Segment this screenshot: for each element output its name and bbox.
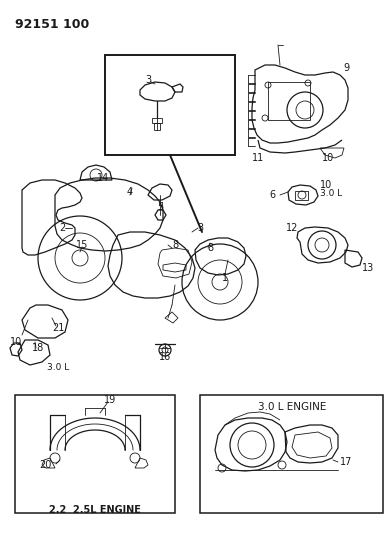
Text: 10: 10 xyxy=(10,337,22,347)
Text: 10: 10 xyxy=(320,180,332,190)
Text: 13: 13 xyxy=(362,263,374,273)
Text: 9: 9 xyxy=(343,63,349,73)
Text: 8: 8 xyxy=(172,240,178,250)
Text: 10: 10 xyxy=(322,153,334,163)
Text: 3: 3 xyxy=(197,223,203,233)
Text: 3.0 L: 3.0 L xyxy=(320,190,342,198)
Text: 3: 3 xyxy=(145,75,151,85)
Text: 5: 5 xyxy=(157,202,163,212)
Bar xyxy=(200,395,383,513)
Text: 16: 16 xyxy=(159,352,171,362)
Text: 8: 8 xyxy=(207,243,213,253)
Text: 3.0 L ENGINE: 3.0 L ENGINE xyxy=(258,402,326,412)
Text: 17: 17 xyxy=(340,457,352,467)
Text: 18: 18 xyxy=(32,343,44,353)
Text: 14: 14 xyxy=(97,173,109,183)
Text: 6: 6 xyxy=(269,190,275,200)
Bar xyxy=(15,395,175,513)
Text: 2.2  2.5L ENGINE: 2.2 2.5L ENGINE xyxy=(49,505,141,515)
Text: 4: 4 xyxy=(127,187,133,197)
Text: 21: 21 xyxy=(52,323,64,333)
Text: 1: 1 xyxy=(222,273,228,283)
Text: 12: 12 xyxy=(286,223,298,233)
Text: 11: 11 xyxy=(252,153,264,163)
Text: 3.0 L: 3.0 L xyxy=(47,364,69,373)
Text: 92151 100: 92151 100 xyxy=(15,18,89,31)
Text: 15: 15 xyxy=(76,240,88,250)
Text: 2: 2 xyxy=(59,223,65,233)
Bar xyxy=(105,55,235,155)
Text: 20: 20 xyxy=(40,460,52,470)
Text: 19: 19 xyxy=(104,395,116,405)
